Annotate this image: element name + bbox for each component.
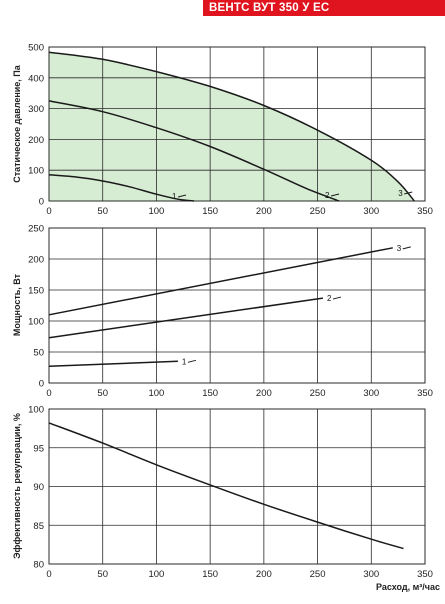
curve-label-leader [404,191,413,195]
y-tick-label: 85 [33,521,44,532]
y-tick-label: 500 [28,43,44,54]
y-tick-label: 0 [39,197,44,208]
x-tick-label: 350 [417,206,433,217]
series-line [48,422,404,550]
series-line [48,100,340,202]
y-axis-label: Эффективность рекуперации, % [12,413,22,559]
x-tick-label: 100 [148,569,164,580]
curve-number-label: 3 [398,189,403,198]
plot-frame [48,46,426,202]
x-tick-label: 0 [46,388,51,399]
y-tick-label: 300 [28,104,44,115]
y-tick-label: 80 [33,560,44,571]
y-tick-label: 100 [28,405,44,416]
series-line [48,174,195,202]
x-tick-label: 100 [148,388,164,399]
series-line [48,51,415,202]
curve-number-label: 2 [327,294,332,303]
y-tick-label: 400 [28,73,44,84]
x-tick-label: 150 [202,569,218,580]
y-tick-label: 150 [28,286,44,297]
x-tick-label: 200 [256,206,272,217]
x-tick-label: 300 [363,569,379,580]
curve-label-leader [177,194,187,198]
x-axis-label: Расход, м³/час [376,582,440,592]
plot-frame [48,227,426,384]
x-tick-label: 0 [46,569,51,580]
y-tick-label: 100 [28,166,44,177]
chart-title-bar: ВЕНТС ВУТ 350 У ЕС [203,0,445,16]
curve-label-leader [402,246,411,250]
curve-label-leader [330,193,340,197]
y-tick-label: 0 [39,379,44,390]
curve-number-label: 1 [172,192,177,201]
curve-number-label: 2 [325,191,330,200]
y-tick-label: 90 [33,482,44,493]
plot-frame [48,408,426,565]
x-tick-label: 150 [202,388,218,399]
y-axis-label: Мощность, Вт [12,273,22,336]
series-line [48,297,324,339]
series-line [48,247,393,316]
x-tick-label: 50 [97,569,108,580]
x-tick-label: 50 [97,388,108,399]
x-tick-label: 50 [97,206,108,217]
curve-number-label: 3 [397,244,402,253]
x-tick-label: 250 [310,569,326,580]
x-tick-label: 250 [310,206,326,217]
x-tick-label: 150 [202,206,218,217]
x-tick-label: 0 [46,206,51,217]
y-tick-label: 250 [28,224,44,235]
curve-number-label: 1 [182,357,187,366]
y-axis-label: Статическое давление, Па [12,64,22,183]
y-tick-label: 200 [28,135,44,146]
y-tick-label: 95 [33,443,44,454]
y-tick-label: 200 [28,255,44,266]
x-tick-label: 350 [417,388,433,399]
curve-label-leader [187,359,197,363]
x-tick-label: 350 [417,569,433,580]
y-tick-label: 50 [33,348,44,359]
x-tick-label: 250 [310,388,326,399]
x-tick-label: 200 [256,569,272,580]
operating-area-fill [49,52,415,202]
y-tick-label: 100 [28,317,44,328]
curve-label-leader [332,296,342,300]
series-line [48,360,178,368]
x-tick-label: 100 [148,206,164,217]
x-tick-label: 300 [363,388,379,399]
x-tick-label: 300 [363,206,379,217]
x-tick-label: 200 [256,388,272,399]
chart-title: ВЕНТС ВУТ 350 У ЕС [209,2,330,14]
